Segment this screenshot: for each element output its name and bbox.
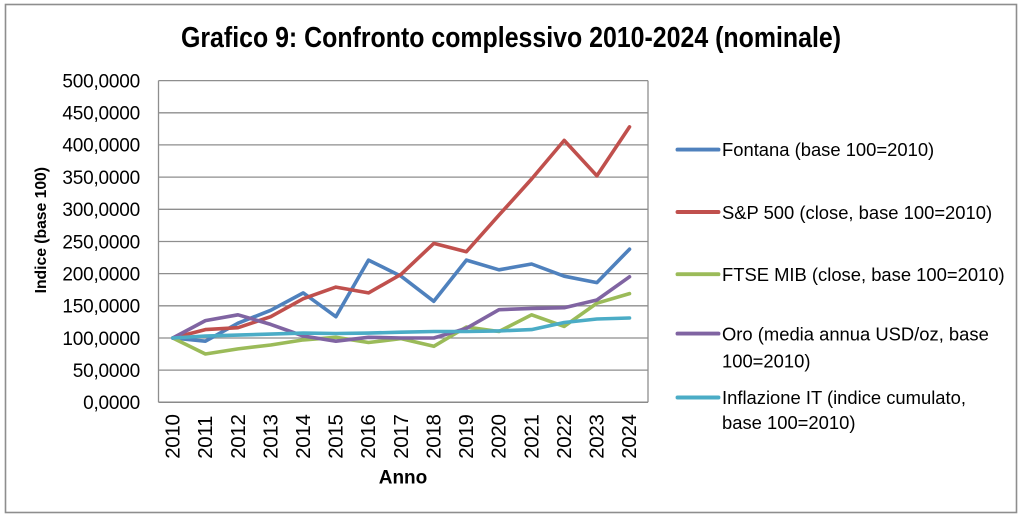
- svg-text:Anno: Anno: [379, 468, 428, 489]
- svg-text:0,0000: 0,0000: [83, 393, 140, 414]
- svg-text:2015: 2015: [325, 414, 348, 458]
- svg-text:350,0000: 350,0000: [62, 168, 140, 189]
- svg-text:450,0000: 450,0000: [62, 104, 140, 125]
- svg-text:2011: 2011: [194, 416, 217, 459]
- svg-text:100=2010): 100=2010): [722, 351, 810, 372]
- svg-text:2016: 2016: [357, 414, 380, 458]
- svg-text:200,0000: 200,0000: [62, 264, 140, 285]
- svg-text:FTSE MIB (close, base 100=2010: FTSE MIB (close, base 100=2010): [722, 264, 1005, 285]
- svg-text:500,0000: 500,0000: [62, 71, 140, 92]
- svg-text:Oro (media annua USD/oz, base: Oro (media annua USD/oz, base: [722, 323, 989, 344]
- svg-text:300,0000: 300,0000: [62, 200, 140, 221]
- svg-text:2017: 2017: [390, 414, 413, 458]
- svg-text:2019: 2019: [455, 414, 478, 458]
- svg-text:2013: 2013: [259, 414, 282, 458]
- svg-text:S&P 500 (close, base 100=2010): S&P 500 (close, base 100=2010): [722, 202, 992, 223]
- svg-text:Fontana (base 100=2010): Fontana (base 100=2010): [722, 139, 934, 160]
- svg-text:2014: 2014: [292, 414, 315, 458]
- svg-text:2012: 2012: [227, 414, 250, 458]
- svg-text:100,0000: 100,0000: [62, 329, 140, 350]
- svg-text:2022: 2022: [553, 414, 576, 458]
- svg-text:50,0000: 50,0000: [73, 361, 140, 382]
- svg-text:150,0000: 150,0000: [62, 297, 140, 318]
- svg-text:Indice (base 100): Indice (base 100): [33, 167, 50, 293]
- svg-text:250,0000: 250,0000: [62, 232, 140, 253]
- svg-text:400,0000: 400,0000: [62, 136, 140, 157]
- svg-text:2018: 2018: [423, 414, 446, 458]
- svg-text:2010: 2010: [162, 414, 185, 458]
- svg-text:2024: 2024: [618, 414, 641, 458]
- svg-text:Inflazione IT (indice cumulato: Inflazione IT (indice cumulato,: [722, 387, 966, 408]
- svg-text:2021: 2021: [520, 414, 543, 458]
- svg-text:2020: 2020: [488, 414, 511, 458]
- svg-text:2023: 2023: [586, 414, 609, 458]
- svg-text:Grafico 9: Confronto complessi: Grafico 9: Confronto complessivo 2010-20…: [181, 22, 841, 54]
- svg-text:base 100=2010): base 100=2010): [722, 412, 855, 433]
